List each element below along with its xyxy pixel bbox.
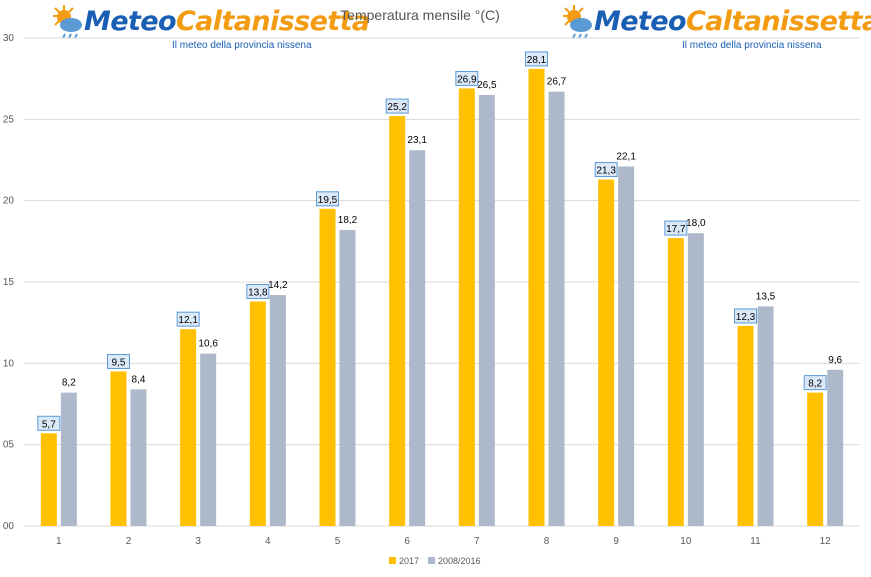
data-label-box (107, 353, 130, 369)
bar-2008-2016 (339, 229, 356, 527)
data-label-2008-2016: 18,2 (338, 215, 358, 226)
logo-wordmark: MeteoCaltanissetta (84, 6, 370, 37)
bar-2017 (40, 433, 57, 526)
y-tick-label: 20 (3, 196, 15, 207)
data-label-2017: 26,9 (457, 74, 477, 85)
data-label-2017: 19,5 (318, 195, 338, 206)
y-tick-label: 25 (3, 114, 15, 125)
logo-tagline: Il meteo della provincia nissena (682, 40, 822, 51)
data-label-2008-2016: 10,6 (198, 339, 218, 350)
data-label-box (664, 220, 688, 236)
data-label-2008-2016: 22,1 (616, 152, 636, 163)
bar-2008-2016 (757, 306, 774, 526)
sun-cloud-icon (563, 5, 592, 39)
data-label-box (455, 70, 479, 86)
y-tick-label: 05 (3, 440, 15, 451)
bar-2017 (807, 392, 824, 526)
data-label-2008-2016: 23,1 (407, 135, 427, 146)
legend-swatch-2008-2016 (428, 557, 435, 564)
logo-wordmark: MeteoCaltanissetta (594, 6, 871, 37)
data-label-box (803, 375, 827, 391)
data-label-2017: 12,1 (178, 315, 198, 326)
x-tick-label: 12 (820, 536, 832, 547)
bar-2008-2016 (687, 233, 704, 526)
data-label-2017: 21,3 (596, 166, 616, 177)
bar-2008-2016 (478, 94, 495, 526)
x-tick-label: 7 (474, 536, 480, 547)
bar-2008-2016 (827, 369, 844, 526)
chart-title: Temperatura mensile °(C) (340, 7, 500, 23)
data-label-box (246, 284, 270, 300)
sun-cloud-icon (53, 5, 82, 39)
data-label-2017: 5,7 (42, 419, 56, 430)
data-label-2008-2016: 8,2 (62, 378, 76, 389)
bar-2017 (110, 371, 127, 526)
legend-label-2008-2016: 2008/2016 (438, 556, 481, 566)
x-tick-label: 4 (265, 536, 271, 547)
logo-left: MeteoCaltanissetta Il meteo della provin… (50, 3, 370, 51)
data-label-2008-2016: 14,2 (268, 280, 288, 291)
bar-2017 (667, 238, 684, 526)
data-label-2017: 12,3 (736, 312, 756, 323)
bar-2008-2016 (130, 389, 147, 526)
data-label-box (594, 162, 618, 178)
data-label-2008-2016: 8,4 (132, 374, 146, 385)
x-tick-label: 5 (335, 536, 341, 547)
data-label-2008-2016: 13,5 (756, 291, 776, 302)
bar-2017 (249, 301, 266, 526)
x-tick-label: 6 (404, 536, 410, 547)
data-label-2017: 13,8 (248, 288, 268, 299)
data-label-box (385, 98, 409, 114)
bar-2008-2016 (200, 353, 217, 526)
logo-right: MeteoCaltanissetta Il meteo della provin… (560, 3, 871, 51)
data-label-2008-2016: 26,7 (547, 77, 567, 88)
x-tick-label: 9 (613, 536, 619, 547)
x-tick-label: 8 (544, 536, 550, 547)
bar-2008-2016 (269, 295, 286, 526)
bar-2008-2016 (548, 91, 565, 527)
data-label-box (525, 51, 548, 67)
logo-tagline: Il meteo della provincia nissena (172, 40, 312, 51)
data-label-2017: 8,2 (808, 379, 822, 390)
data-label-2008-2016: 26,5 (477, 80, 497, 91)
data-label-box (316, 191, 339, 207)
bar-2017 (319, 208, 336, 527)
bar-2017 (458, 88, 475, 526)
x-tick-label: 10 (680, 536, 692, 547)
y-tick-label: 10 (3, 358, 15, 369)
x-tick-label: 3 (195, 536, 201, 547)
data-label-box (176, 311, 200, 327)
bar-2017 (528, 68, 545, 526)
data-label-box (37, 415, 61, 431)
bar-2017 (737, 325, 754, 526)
data-label-2017: 25,2 (387, 102, 407, 113)
data-label-2017: 28,1 (527, 55, 547, 66)
data-label-2008-2016: 18,0 (686, 218, 706, 229)
x-tick-label: 11 (750, 536, 761, 547)
bar-2017 (180, 329, 197, 526)
y-tick-label: 15 (3, 277, 15, 288)
data-label-2017: 9,5 (112, 357, 126, 368)
legend-swatch-2017 (389, 557, 396, 564)
data-label-2017: 17,7 (666, 224, 686, 235)
x-tick-label: 1 (56, 536, 62, 547)
data-label-box (734, 308, 757, 324)
bar-2008-2016 (60, 392, 77, 526)
bar-2008-2016 (618, 166, 635, 527)
data-label-2008-2016: 9,6 (828, 355, 842, 366)
bar-2017 (389, 116, 406, 526)
legend-label-2017: 2017 (399, 556, 419, 566)
y-tick-label: 30 (3, 33, 15, 44)
x-tick-label: 2 (126, 536, 132, 547)
y-tick-label: 00 (3, 521, 15, 532)
bar-2017 (598, 179, 615, 526)
bar-2008-2016 (409, 150, 426, 527)
